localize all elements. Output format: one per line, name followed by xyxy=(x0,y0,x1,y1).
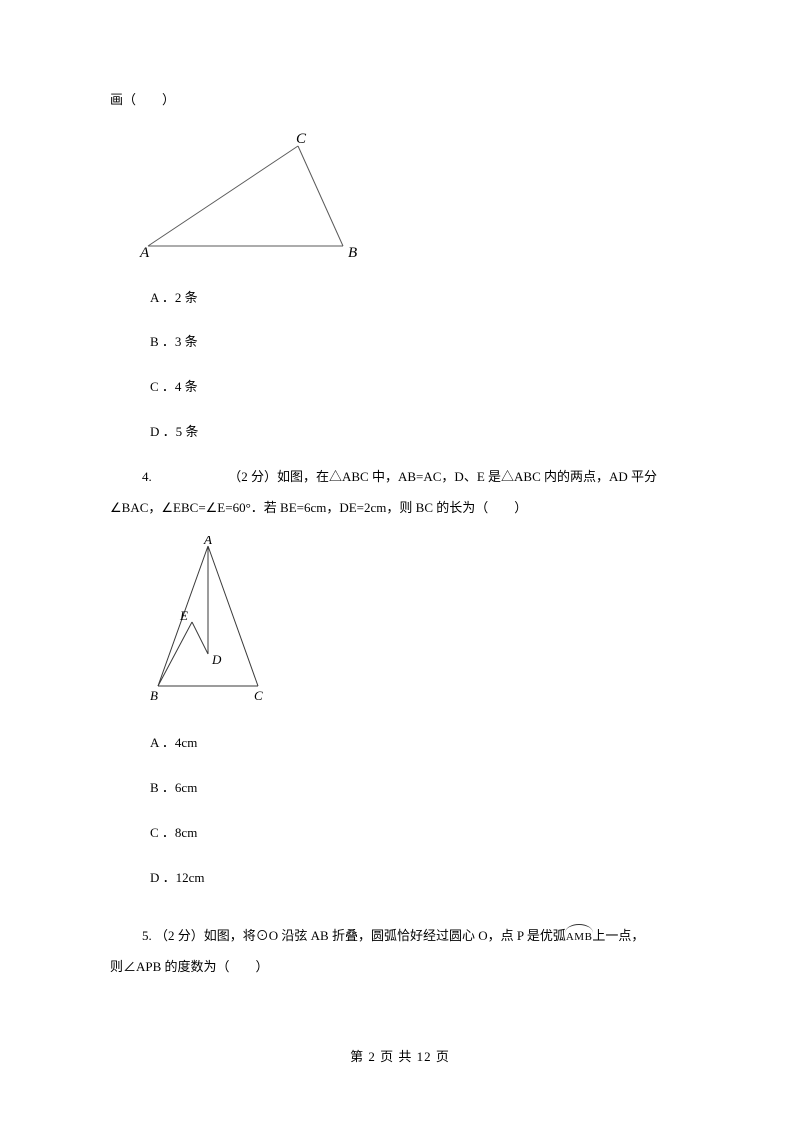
q4-option-a[interactable]: A ．4cm xyxy=(110,733,690,754)
q3-stem-tail: 画（ ） xyxy=(110,90,690,111)
arc-amb-icon: AMB xyxy=(566,926,593,947)
q3-figure: A B C xyxy=(138,131,690,268)
q3-option-b[interactable]: B ．3 条 xyxy=(110,332,690,353)
q4-option-c[interactable]: C ．8cm xyxy=(110,823,690,844)
q3-option-c[interactable]: C ．4 条 xyxy=(110,377,690,398)
svg-text:B: B xyxy=(348,245,357,261)
q5-stem-line1: 5. （2 分）如图，将⊙O 沿弦 AB 折叠，圆弧恰好经过圆心 O，点 P 是… xyxy=(110,926,690,947)
q4-option-b[interactable]: B ．6cm xyxy=(110,778,690,799)
svg-text:B: B xyxy=(150,688,158,703)
q5-stem-line2: 则∠APB 的度数为（ ） xyxy=(110,957,690,978)
svg-text:D: D xyxy=(211,652,222,667)
q4-number: 4. xyxy=(142,469,152,484)
svg-text:A: A xyxy=(203,536,212,547)
svg-text:C: C xyxy=(254,688,263,703)
q4-option-d[interactable]: D ．12cm xyxy=(110,868,690,889)
svg-text:A: A xyxy=(139,245,150,261)
q4-figure: A B C D E xyxy=(138,536,690,713)
svg-text:C: C xyxy=(296,131,307,147)
q5-stem-post: 上一点， xyxy=(592,928,644,943)
q4-stem-line2: ∠BAC，∠EBC=∠E=60°．若 BE=6cm，DE=2cm，则 BC 的长… xyxy=(110,498,690,519)
q4-stem-text-1: （2 分）如图，在△ABC 中，AB=AC，D、E 是△ABC 内的两点，AD … xyxy=(228,469,657,484)
q4-stem-line1: 4. （2 分）如图，在△ABC 中，AB=AC，D、E 是△ABC 内的两点，… xyxy=(110,467,690,488)
q3-option-a[interactable]: A ．2 条 xyxy=(110,288,690,309)
svg-text:E: E xyxy=(179,608,188,623)
page-footer: 第 2 页 共 12 页 xyxy=(0,1047,800,1068)
q5-stem-pre: 5. （2 分）如图，将⊙O 沿弦 AB 折叠，圆弧恰好经过圆心 O，点 P 是… xyxy=(142,928,566,943)
q3-option-d[interactable]: D ．5 条 xyxy=(110,422,690,443)
